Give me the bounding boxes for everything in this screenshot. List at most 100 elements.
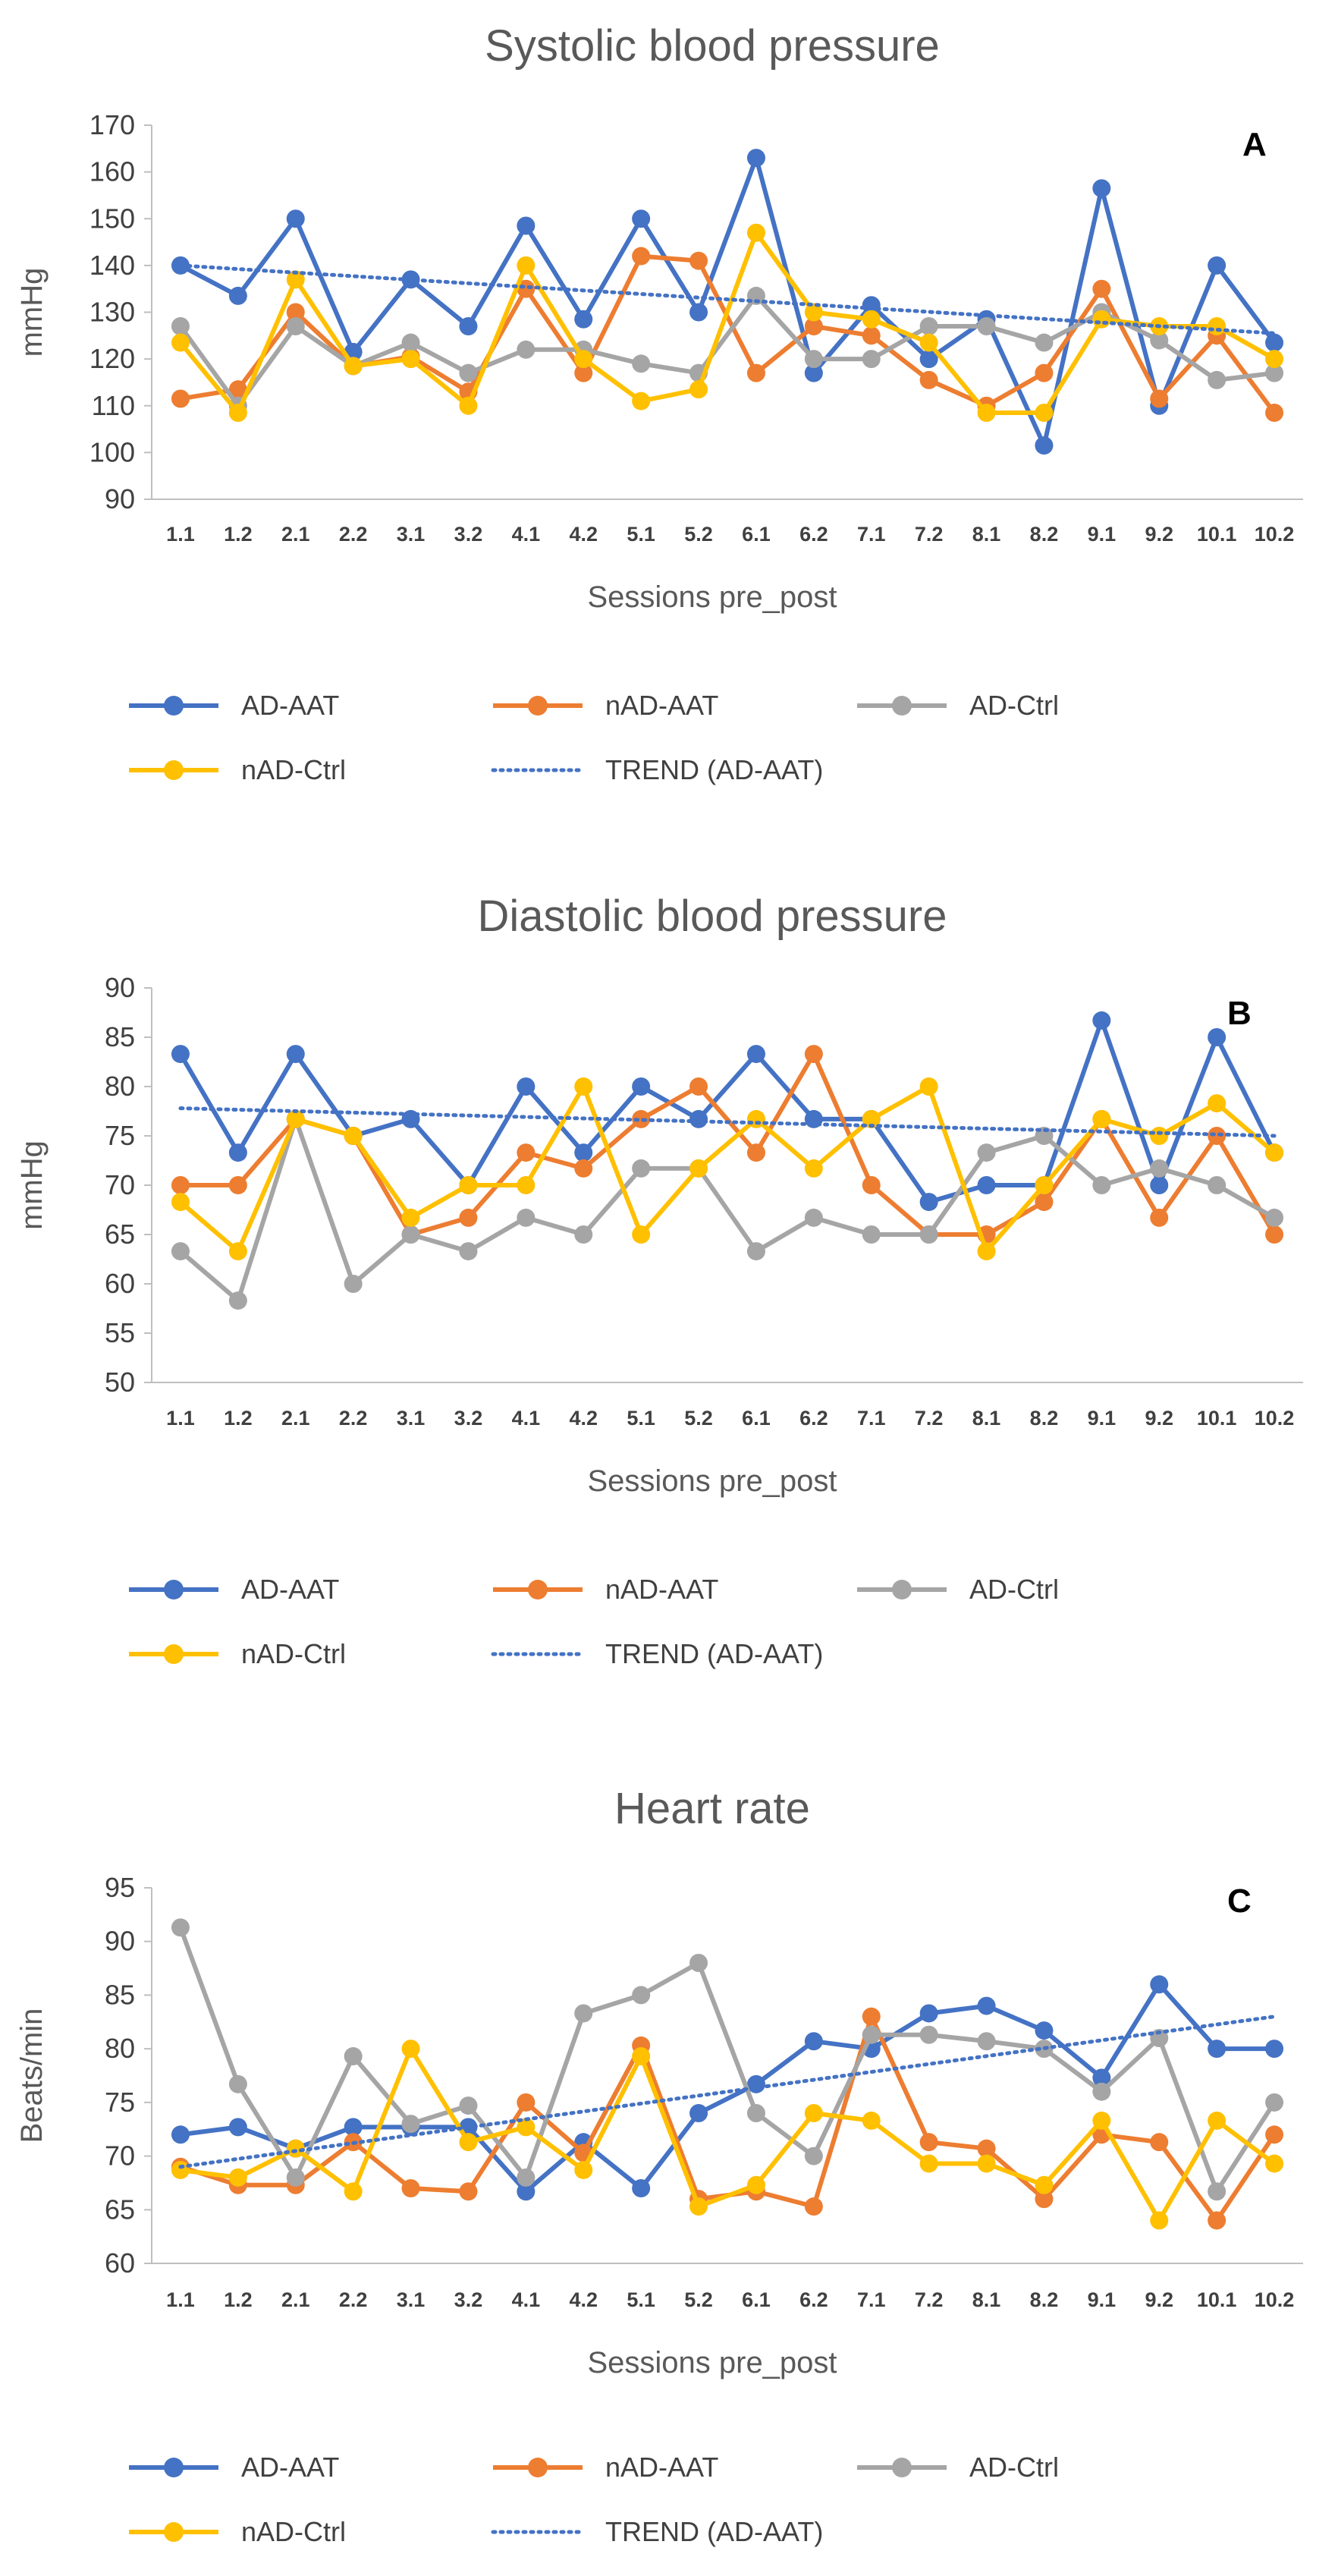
- data-point: [1265, 2125, 1284, 2144]
- data-point: [1150, 389, 1169, 408]
- data-point: [228, 403, 247, 422]
- legend-label: nAD-Ctrl: [241, 754, 346, 785]
- data-point: [574, 2160, 593, 2179]
- y-tick-label: 85: [105, 1021, 135, 1052]
- x-tick-label: 5.1: [627, 523, 655, 546]
- data-point: [228, 2118, 247, 2137]
- data-point: [1265, 2040, 1284, 2059]
- x-tick-label: 4.2: [569, 1407, 598, 1430]
- data-point: [574, 1225, 593, 1244]
- legend-item: TREND (AD-AAT): [491, 1638, 823, 1669]
- data-point: [286, 1109, 305, 1128]
- data-point: [1208, 1176, 1226, 1194]
- x-tick-label: 5.2: [684, 1407, 713, 1430]
- data-point: [1092, 310, 1111, 329]
- data-point: [1208, 316, 1226, 335]
- x-tick-label: 10.2: [1255, 2288, 1295, 2311]
- data-point: [228, 380, 247, 399]
- data-point: [1035, 2190, 1054, 2209]
- x-tick-label: 9.2: [1145, 2288, 1173, 2311]
- data-point: [517, 1208, 536, 1227]
- legend-swatch-marker: [528, 696, 548, 716]
- data-point: [1150, 2211, 1169, 2230]
- x-tick-label: 3.2: [454, 1407, 483, 1430]
- x-tick-label: 4.2: [569, 2288, 598, 2311]
- data-point: [632, 1109, 651, 1128]
- series-line: [178, 1926, 1277, 2194]
- y-tick-label: 85: [105, 1979, 135, 2010]
- x-tick-label: 7.2: [915, 523, 944, 546]
- data-point: [1265, 1208, 1284, 1227]
- y-tick-label: 80: [105, 2033, 135, 2064]
- data-point: [228, 1291, 247, 1310]
- data-point: [228, 1176, 247, 1194]
- data-point: [1150, 1208, 1169, 1227]
- legend-swatch-marker: [164, 1580, 184, 1599]
- data-point: [804, 1045, 823, 1064]
- data-point: [804, 363, 823, 382]
- data-point: [919, 1077, 938, 1096]
- legend-swatch-marker: [528, 1580, 548, 1599]
- y-tick-label: 60: [105, 1268, 135, 1299]
- series-line: [178, 230, 1276, 415]
- data-point: [1150, 1975, 1169, 1994]
- x-tick-label: 2.2: [339, 523, 368, 546]
- series-AD-Ctrl: [171, 1918, 1284, 2201]
- data-point: [977, 2139, 996, 2158]
- data-point: [517, 2182, 536, 2201]
- data-point: [459, 316, 478, 335]
- y-tick-label: 120: [90, 343, 135, 374]
- data-point: [862, 1225, 881, 1244]
- data-point: [862, 2025, 881, 2044]
- panel-letter: C: [1227, 1882, 1252, 1920]
- y-axis-label: mmHg: [15, 268, 49, 357]
- data-point: [632, 209, 651, 228]
- x-tick-label: 2.2: [339, 2288, 368, 2311]
- data-point: [804, 1208, 823, 1227]
- x-tick-label: 9.2: [1145, 1407, 1173, 1430]
- data-point: [401, 350, 420, 369]
- data-point: [286, 303, 305, 322]
- x-tick-label: 3.1: [397, 2288, 426, 2311]
- data-point: [286, 316, 305, 335]
- x-tick-label: 3.1: [397, 523, 426, 546]
- trend-line: [178, 2015, 1277, 2169]
- data-point: [517, 256, 536, 275]
- data-point: [746, 2104, 765, 2122]
- data-point: [632, 247, 651, 266]
- chart-A: Systolic blood pressure A 90 100 110 120 130 14…: [15, 21, 1303, 785]
- data-point: [1150, 2133, 1169, 2152]
- x-tick-label: 7.2: [915, 1407, 944, 1430]
- legend-swatch-marker: [892, 2458, 912, 2477]
- data-point: [171, 333, 190, 352]
- legend-item: TREND (AD-AAT): [491, 2516, 823, 2547]
- legend-item: nAD-AAT: [493, 1574, 718, 1605]
- data-point: [862, 2111, 881, 2130]
- x-tick-label: 4.1: [512, 523, 541, 546]
- x-tick-label: 2.1: [281, 1407, 310, 1430]
- data-point: [919, 2154, 938, 2173]
- data-point: [689, 380, 708, 399]
- x-tick-label: 1.2: [224, 1407, 253, 1430]
- x-tick-label: 5.2: [684, 523, 713, 546]
- legend: AD-AAT nAD-AAT AD-Ctrl nAD-Ctrl TREND (AD-AA…: [129, 2452, 1059, 2547]
- data-point: [1150, 1127, 1169, 1145]
- data-point: [171, 316, 190, 335]
- y-tick-label: 140: [90, 250, 135, 281]
- data-point: [977, 403, 996, 422]
- legend-swatch-marker: [164, 2522, 184, 2542]
- data-point: [689, 1077, 708, 1096]
- legend-label: TREND (AD-AAT): [605, 1638, 823, 1669]
- data-point: [689, 1159, 708, 1178]
- legend-swatch-marker: [164, 2458, 184, 2477]
- data-point: [1208, 2211, 1226, 2230]
- y-tick-label: 80: [105, 1071, 135, 1102]
- data-point: [862, 350, 881, 369]
- legend-label: AD-AAT: [241, 1574, 339, 1605]
- y-axis-label: mmHg: [15, 1140, 49, 1230]
- series-line: [178, 293, 1275, 408]
- data-point: [977, 2154, 996, 2173]
- data-point: [459, 363, 478, 382]
- data-point: [228, 1242, 247, 1261]
- series-line: [180, 1982, 1275, 2194]
